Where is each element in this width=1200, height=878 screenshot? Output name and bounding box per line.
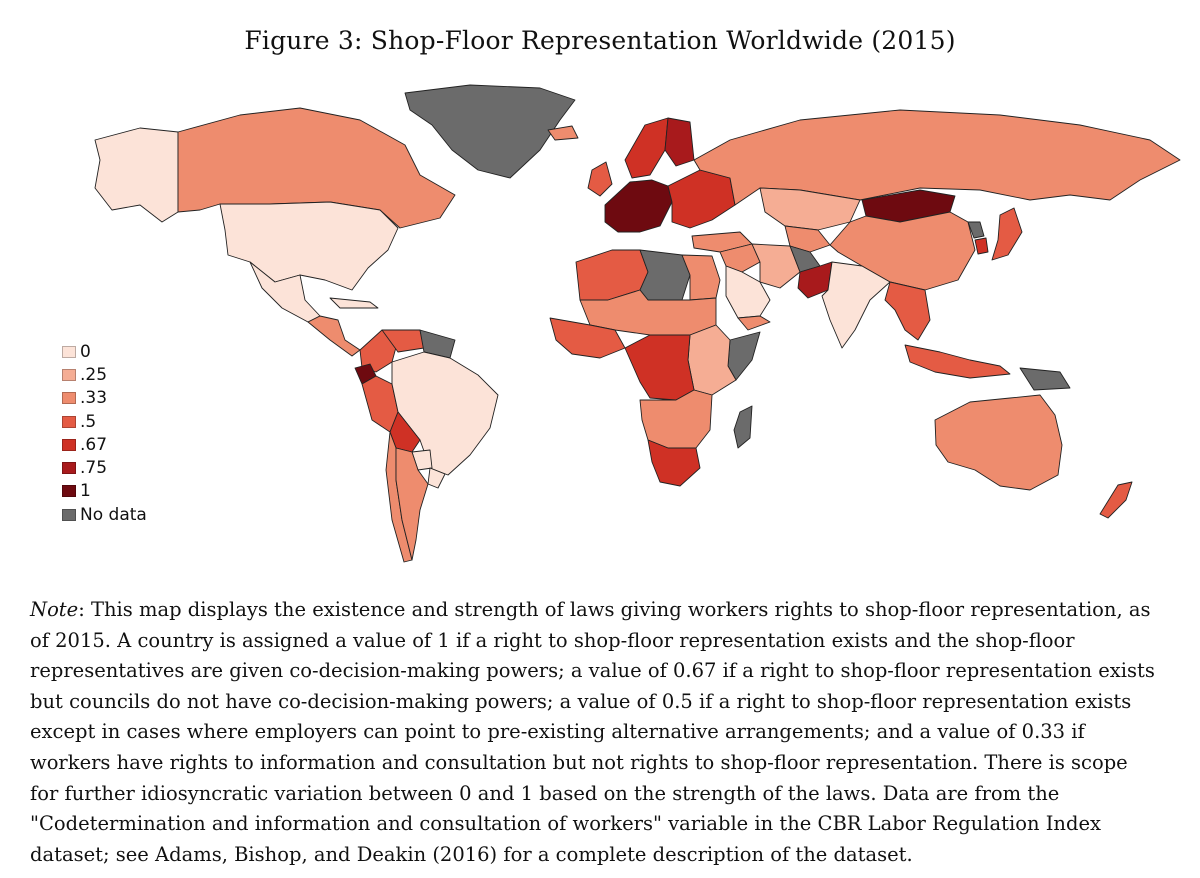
note-line: for further idiosyncratic variation betw…: [30, 781, 1060, 805]
region-alaska: [94, 127, 179, 223]
region-iceland: [547, 125, 579, 141]
legend-item: No data: [62, 503, 147, 526]
legend-swatch: [62, 508, 76, 521]
region-middle-east: [719, 243, 761, 273]
region-central-asia: [784, 225, 831, 253]
legend-swatch: [62, 415, 76, 428]
legend-label: .67: [80, 434, 108, 455]
region-southern-africa: [639, 389, 713, 449]
world-map: [94, 84, 1181, 563]
region-finland: [664, 117, 695, 167]
legend-swatch: [62, 368, 76, 381]
region-uruguay: [427, 467, 446, 489]
legend-label: .75: [80, 458, 108, 479]
region-greenland: [404, 84, 576, 179]
legend-item: .25: [62, 363, 147, 386]
note-label: Note: [30, 598, 79, 621]
region-uk-ireland: [587, 161, 613, 197]
region-east-africa: [687, 324, 737, 396]
region-russia: [693, 109, 1181, 206]
note-line: dataset; see Adams, Bishop, and Deakin (…: [30, 842, 913, 866]
region-madagascar: [733, 405, 753, 449]
region-western-europe: [604, 179, 673, 233]
region-north-korea: [967, 221, 985, 239]
region-kazakhstan: [759, 187, 861, 231]
region-central-africa: [624, 334, 695, 401]
figure-title: Figure 3: Shop-Floor Representation Worl…: [244, 26, 956, 55]
region-south-africa: [647, 439, 701, 487]
legend-label: No data: [80, 504, 147, 525]
region-somalia: [727, 331, 761, 381]
region-japan: [991, 207, 1023, 261]
note-text: : This map displays the existence and st…: [78, 598, 1151, 621]
legend-swatch: [62, 438, 76, 451]
region-west-africa: [549, 317, 626, 359]
region-libya: [639, 249, 691, 301]
legend-item: .75: [62, 456, 147, 479]
region-saudi-arabia: [725, 265, 771, 319]
legend-label: 1: [80, 481, 91, 502]
region-yemen: [737, 315, 771, 331]
legend-label: .25: [80, 364, 108, 385]
region-new-zealand: [1099, 481, 1133, 519]
legend-item: .33: [62, 387, 147, 410]
legend-item: .67: [62, 433, 147, 456]
region-canada: [177, 107, 456, 229]
region-indonesia: [904, 344, 1011, 379]
legend-swatch: [62, 485, 76, 498]
region-scandinavia: [624, 117, 669, 179]
region-china: [829, 211, 976, 291]
legend-label: 0: [80, 341, 91, 362]
region-papua: [1019, 367, 1071, 391]
legend-label: .33: [80, 388, 108, 409]
region-south-korea: [974, 237, 989, 255]
legend-swatch: [62, 345, 76, 358]
region-australia: [934, 394, 1063, 491]
note-line: Note: This map displays the existence an…: [30, 595, 1180, 626]
map-legend: 0 .25 .33 .5 .67 .75 1 No data: [62, 340, 147, 526]
note-line: of 2015. A country is assigned a value o…: [30, 628, 1075, 652]
note-line: "Codetermination and information and con…: [30, 812, 1101, 836]
legend-swatch: [62, 462, 76, 475]
region-cuba: [329, 297, 379, 309]
region-eastern-europe: [667, 169, 736, 229]
region-argentina: [395, 447, 429, 561]
legend-label: .5: [80, 411, 97, 432]
legend-swatch: [62, 392, 76, 405]
region-central-america: [307, 315, 361, 357]
note-line: representatives are given co-decision-ma…: [30, 659, 1155, 683]
region-southeast-asia: [884, 281, 931, 341]
figure-note: Note: This map displays the existence an…: [30, 595, 1180, 870]
legend-item: .5: [62, 410, 147, 433]
region-india: [821, 261, 891, 349]
note-line: except in cases where employers can poin…: [30, 720, 1085, 744]
legend-item: 0: [62, 340, 147, 363]
note-line: workers have rights to information and c…: [30, 750, 1128, 774]
note-line: but councils do not have co-decision-mak…: [30, 689, 1132, 713]
region-usa: [219, 201, 399, 291]
legend-item: 1: [62, 480, 147, 503]
